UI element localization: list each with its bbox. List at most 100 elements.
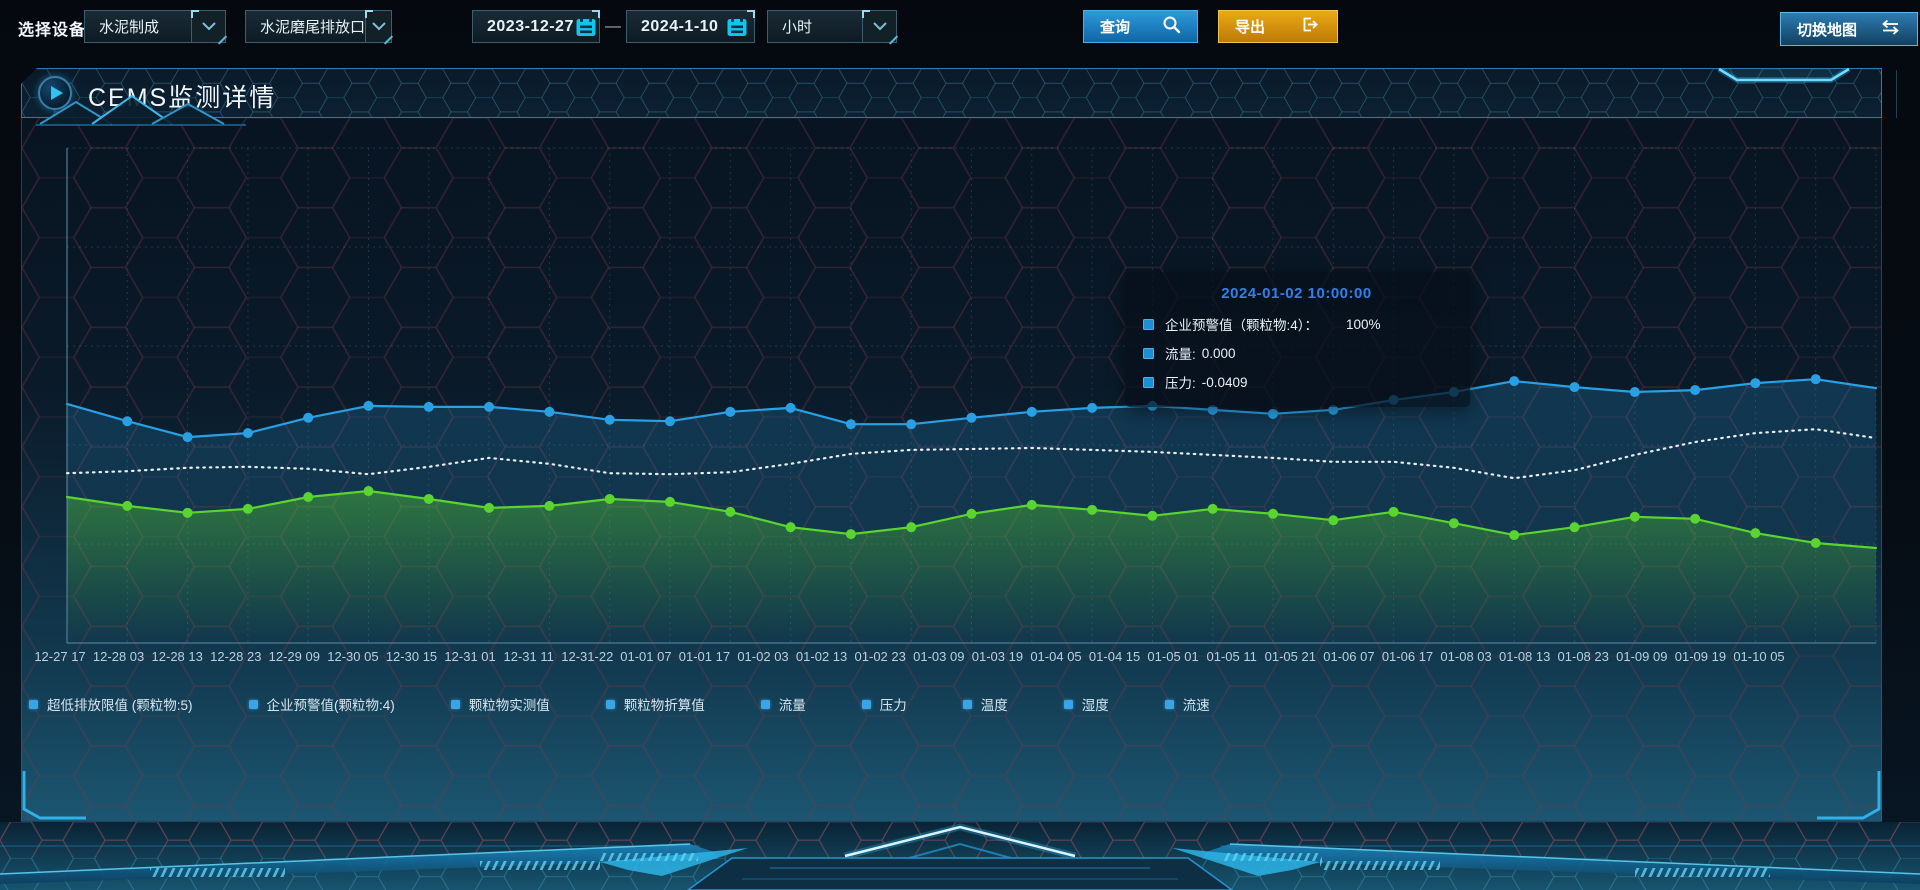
x-axis-label: 12-29 09 [269, 649, 320, 664]
chevron-down-icon [191, 10, 225, 42]
calendar-icon [720, 10, 755, 42]
play-icon [38, 76, 72, 110]
tooltip-row: 压力: -0.0409 [1143, 372, 1450, 392]
x-axis-label: 01-05 11 [1207, 649, 1257, 664]
outlet-select-value: 水泥磨尾排放口 [260, 19, 366, 36]
tooltip-timestamp: 2024-01-02 10:00:00 [1221, 285, 1372, 302]
x-axis-label: 01-05 21 [1265, 649, 1316, 664]
legend-item-label: 湿度 [1081, 698, 1109, 713]
legend-item[interactable]: 企业预警值(颗粒物:4) [248, 694, 395, 714]
x-axis-label: 01-08 13 [1499, 649, 1550, 664]
legend-item[interactable]: 颗粒物实测值 [450, 694, 550, 714]
legend-item-label: 颗粒物折算值 [623, 698, 705, 713]
swap-arrows-icon [1880, 19, 1901, 39]
legend-marker-icon [248, 699, 258, 709]
query-button-label: 查询 [1100, 19, 1131, 36]
start-date-value: 2023-12-27 [487, 17, 574, 35]
x-axis-label: 01-02 13 [796, 649, 847, 664]
legend-item-label: 流速 [1182, 698, 1210, 713]
x-axis-label: 12-31 11 [504, 649, 554, 664]
legend-marker-icon [1063, 699, 1073, 709]
panel-corner-brackets [22, 771, 1881, 820]
tooltip-row-label: 企业预警值（颗粒物:4）： [1165, 318, 1319, 333]
x-axis-label: 01-04 05 [1030, 649, 1081, 664]
end-date-picker[interactable]: 2024-1-10 [626, 10, 755, 43]
chart-legend: 超低排放限值 (颗粒物:5) 企业预警值(颗粒物:4) 颗粒物实测值 颗粒物折算值 流量… [29, 694, 1210, 714]
legend-item-label: 压力 [879, 698, 907, 713]
legend-marker-icon [29, 699, 38, 709]
x-axis-label: 01-06 07 [1323, 649, 1374, 664]
x-axis-label: 01-08 23 [1558, 649, 1609, 664]
footer-decoration [0, 822, 1920, 890]
legend-marker-icon [962, 699, 972, 709]
select-device-label: 选择设备 [18, 22, 87, 39]
x-axis-label: 12-27 17 [34, 649, 85, 664]
hex-pattern-decoration [22, 69, 1881, 117]
legend-item[interactable]: 颗粒物折算值 [605, 694, 705, 714]
search-icon [1162, 15, 1181, 38]
x-axis-label: 01-05 01 [1147, 649, 1198, 664]
legend-item-label: 温度 [980, 698, 1008, 713]
chart-tooltip: 2024-01-02 10:00:00 企业预警值（颗粒物:4）： 100% 流量:… [1125, 272, 1470, 407]
tooltip-row-value: 100% [1346, 316, 1381, 332]
tooltip-row-value: 0.000 [1201, 345, 1236, 361]
legend-marker-icon [1164, 699, 1174, 709]
device-select[interactable]: 水泥制成 [84, 10, 226, 43]
series-marker-icon [1143, 318, 1154, 330]
legend-marker-icon [760, 699, 770, 709]
tooltip-row: 流量: 0.000 [1143, 343, 1450, 363]
x-axis-label: 01-01 07 [620, 649, 671, 664]
export-button[interactable]: 导出 [1218, 10, 1338, 43]
outlet-select[interactable]: 水泥磨尾排放口 [245, 10, 392, 43]
x-axis-label: 01-09 19 [1675, 649, 1726, 664]
x-axis-label: 12-31-22 [561, 649, 613, 664]
x-axis-label: 12-28 13 [152, 649, 203, 664]
legend-marker-icon [861, 699, 871, 709]
tooltip-row-label: 流量: [1165, 347, 1196, 362]
x-axis-label: 01-06 17 [1382, 649, 1433, 664]
x-axis-label: 01-03 19 [972, 649, 1023, 664]
x-axis-label: 01-08 03 [1440, 649, 1491, 664]
x-axis-label: 01-03 09 [913, 649, 964, 664]
side-tick-decoration [1896, 70, 1897, 118]
legend-item[interactable]: 压力 [861, 694, 907, 714]
tooltip-row-value: -0.0409 [1201, 374, 1248, 390]
legend-marker-icon [605, 699, 615, 709]
x-axis-label: 01-02 03 [737, 649, 788, 664]
query-button[interactable]: 查询 [1083, 10, 1198, 43]
x-axis-label: 01-01 17 [679, 649, 730, 664]
switch-map-button[interactable]: 切换地图 [1780, 12, 1918, 46]
legend-marker-icon [450, 699, 460, 709]
export-button-label: 导出 [1235, 19, 1266, 36]
chart-panel: 12-27 17 12-28 03 12-28 13 12-28 23 12-29 09… [21, 118, 1882, 822]
x-axis-label: 01-02 23 [855, 649, 906, 664]
series-2 [65, 486, 1878, 643]
date-range-separator: — [605, 17, 621, 35]
legend-item[interactable]: 湿度 [1063, 694, 1109, 714]
tooltip-row-label: 压力: [1165, 376, 1196, 391]
legend-item[interactable]: 温度 [962, 694, 1008, 714]
x-axis-label: 01-10 05 [1733, 649, 1784, 664]
legend-item[interactable]: 流量 [760, 694, 806, 714]
end-date-value: 2024-1-10 [641, 17, 719, 35]
x-axis-label: 12-30 05 [327, 649, 378, 664]
granularity-select[interactable]: 小时 [767, 10, 897, 43]
zigzag-decoration [36, 94, 246, 126]
legend-item-label: 颗粒物实测值 [468, 698, 550, 713]
x-axis-label: 12-30 15 [386, 649, 437, 664]
start-date-picker[interactable]: 2023-12-27 [472, 10, 601, 43]
header-notch-decoration [1717, 68, 1851, 83]
x-axis-label: 12-28 03 [93, 649, 144, 664]
panel-header: CEMS监测详情 [21, 68, 1882, 118]
calendar-icon [574, 10, 601, 42]
device-select-value: 水泥制成 [99, 19, 160, 36]
x-axis-label: 12-31 01 [444, 649, 495, 664]
legend-item[interactable]: 流速 [1164, 694, 1210, 714]
legend-item-label: 流量 [778, 698, 806, 713]
cems-line-chart[interactable]: 12-27 17 12-28 03 12-28 13 12-28 23 12-29 09… [22, 118, 1881, 718]
switch-map-button-label: 切换地图 [1797, 21, 1858, 39]
granularity-select-value: 小时 [782, 19, 813, 36]
series-marker-icon [1143, 347, 1154, 359]
legend-item[interactable]: 超低排放限值 (颗粒物:5) [29, 694, 193, 714]
